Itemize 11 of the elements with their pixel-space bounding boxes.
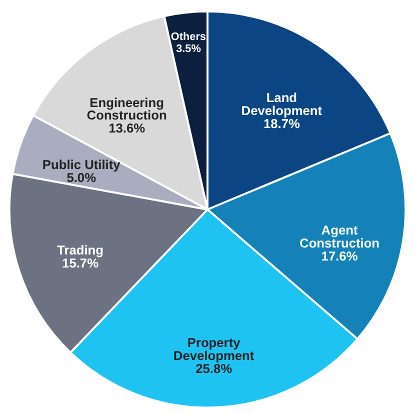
slice-label: Trading <box>57 242 104 258</box>
slice-label: Property Development <box>173 335 255 363</box>
data-label: 3.5% <box>176 43 202 56</box>
slice-label: Engineering Construction <box>86 94 167 123</box>
slice-label: Public Utility <box>42 157 122 172</box>
slice-label: Land Development <box>241 90 323 118</box>
data-label: 17.6% <box>321 248 358 264</box>
slice-label: Others <box>170 31 206 44</box>
slice-label: Agent Construction <box>300 222 380 250</box>
data-label: 5.0% <box>66 170 97 185</box>
data-label: 13.6% <box>108 120 146 136</box>
